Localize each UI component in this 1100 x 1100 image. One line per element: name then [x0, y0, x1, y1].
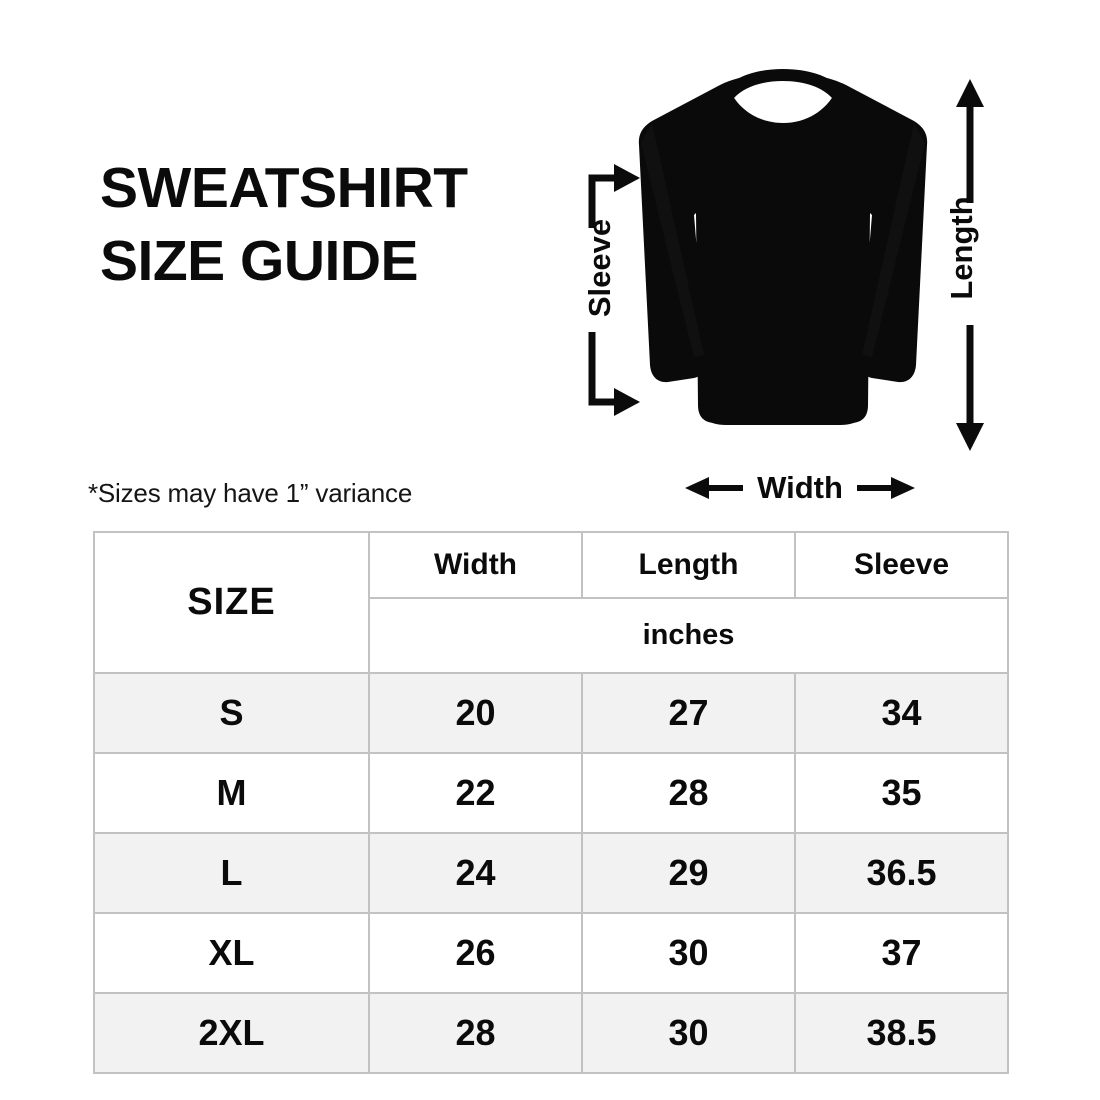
- table-row: M 22 28 35: [93, 752, 1009, 834]
- width-arrow-right-icon: [856, 477, 915, 499]
- table-header-row-2: inches: [94, 597, 1009, 674]
- header-width: Width: [368, 531, 583, 599]
- row-sleeve: 34: [794, 672, 1009, 754]
- header-length: Length: [581, 531, 796, 599]
- row-sleeve: 38.5: [794, 992, 1009, 1074]
- table-row: XL 26 30 37: [93, 912, 1009, 994]
- row-size: M: [93, 752, 370, 834]
- table-row: L 24 29 36.5: [93, 832, 1009, 914]
- variance-note: *Sizes may have 1” variance: [88, 478, 413, 508]
- neckline-opening: [730, 75, 836, 123]
- row-width: 28: [368, 992, 583, 1074]
- sleeve-arrow-icon: [588, 164, 640, 416]
- header-units: inches: [368, 597, 1009, 674]
- width-measurement: Width: [655, 463, 945, 513]
- row-length: 28: [581, 752, 796, 834]
- page-title-line-1: SWEATSHIRT: [100, 156, 468, 220]
- table-row: S 20 27 34: [93, 672, 1009, 754]
- left-sleeve-shading: [641, 123, 704, 357]
- row-width: 24: [368, 832, 583, 914]
- row-size: XL: [93, 912, 370, 994]
- sleeve-label: Sleeve: [582, 218, 617, 318]
- size-chart-table: SIZE Width Length Sleeve inches S 20 27 …: [93, 531, 1009, 1074]
- row-width: 26: [368, 912, 583, 994]
- row-sleeve: 37: [794, 912, 1009, 994]
- row-size: L: [93, 832, 370, 914]
- length-measurement: Length: [925, 75, 1015, 455]
- width-arrow-left-icon: [685, 477, 744, 499]
- row-size: 2XL: [93, 992, 370, 1074]
- row-size: S: [93, 672, 370, 754]
- length-label: Length: [944, 196, 979, 300]
- width-label: Width: [757, 470, 843, 505]
- header-size: SIZE: [93, 531, 370, 674]
- sweatshirt-illustration: [638, 69, 928, 425]
- row-sleeve: 36.5: [794, 832, 1009, 914]
- page-title: SWEATSHIRT SIZE GUIDE: [100, 152, 570, 298]
- collar-rib: [726, 69, 840, 98]
- sleeve-arrowhead-bottom: [614, 388, 640, 416]
- row-length: 30: [581, 992, 796, 1074]
- right-sleeve-shading: [862, 123, 925, 357]
- row-width: 22: [368, 752, 583, 834]
- row-sleeve: 35: [794, 752, 1009, 834]
- row-length: 27: [581, 672, 796, 754]
- header-sleeve: Sleeve: [794, 531, 1009, 599]
- length-arrow-icon: [956, 79, 984, 451]
- length-arrowhead-bottom: [956, 423, 984, 451]
- length-arrowhead-top: [956, 79, 984, 107]
- table-row: 2XL 28 30 38.5: [93, 992, 1009, 1074]
- row-length: 30: [581, 912, 796, 994]
- table-header-row-1: SIZE Width Length Sleeve: [93, 531, 1009, 674]
- sleeve-measurement: Sleeve: [560, 110, 640, 460]
- row-width: 20: [368, 672, 583, 754]
- row-length: 29: [581, 832, 796, 914]
- sleeve-arrowhead-top: [614, 164, 640, 192]
- garment-diagram: Sleeve Length Width: [560, 55, 1020, 505]
- page-title-line-2: SIZE GUIDE: [100, 228, 419, 293]
